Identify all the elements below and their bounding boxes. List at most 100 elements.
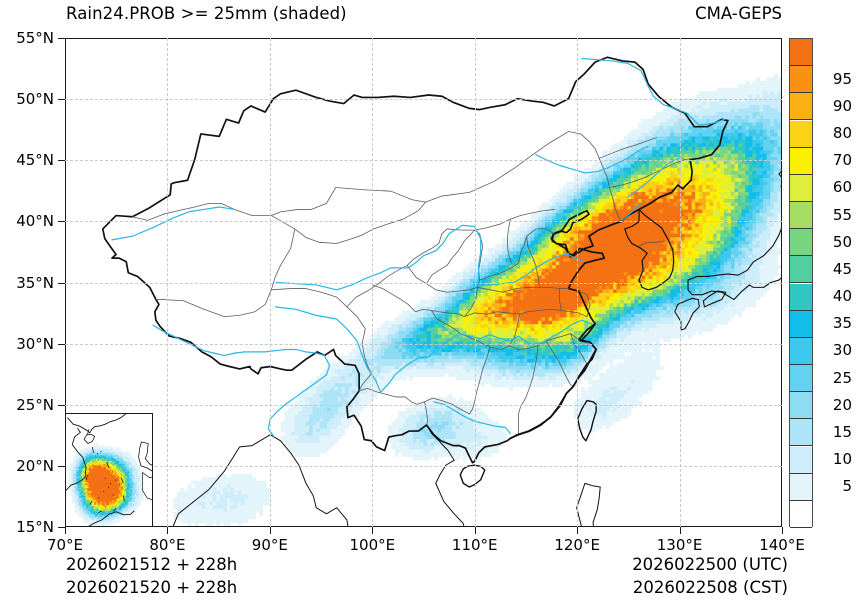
- colorbar-cell: [790, 147, 812, 175]
- latitude-tick: [58, 404, 65, 406]
- kyushu-island: [674, 297, 700, 331]
- longitude-tick: [372, 527, 374, 534]
- colorbar-cell: [790, 174, 812, 202]
- latitude-tick: [58, 160, 65, 162]
- province-border: [469, 346, 491, 415]
- latitude-tick: [58, 99, 65, 101]
- inset-dash-segment: [85, 474, 88, 481]
- inset-south-china-coast: [67, 414, 126, 434]
- colorbar-tick-label: 45: [832, 259, 852, 278]
- graticule-parallel: [65, 221, 782, 223]
- province-border: [568, 131, 622, 223]
- inset-hainan: [83, 433, 96, 445]
- colorbar-cell: [790, 93, 812, 121]
- province-border: [463, 308, 588, 317]
- model-label: CMA-GEPS: [695, 4, 782, 23]
- colorbar-cell: [790, 337, 812, 365]
- colorbar-tick-label: 30: [832, 341, 852, 360]
- latitude-tick: [58, 282, 65, 284]
- province-border: [598, 137, 657, 159]
- river-line: [565, 252, 583, 262]
- colorbar-cell: [790, 473, 812, 501]
- colorbar-cell: [790, 310, 812, 338]
- latitude-tick: [58, 465, 65, 467]
- taiwan-island: [577, 399, 597, 442]
- province-border: [155, 228, 296, 317]
- province-border: [131, 187, 337, 221]
- inset-mindanao-visayas: [142, 471, 152, 501]
- south-china-sea-inset[interactable]: [65, 413, 153, 527]
- latitude-tick: [58, 38, 65, 39]
- latitude-tick-label: 20°N: [16, 456, 54, 475]
- inset-dash-segment: [91, 446, 95, 453]
- province-border: [518, 345, 539, 436]
- longitude-tick: [474, 527, 476, 534]
- colorbar-cell: [790, 446, 812, 474]
- graticule-parallel: [65, 465, 782, 467]
- province-border: [346, 209, 555, 308]
- colorbar[interactable]: [789, 38, 813, 528]
- graticule-parallel: [65, 99, 782, 101]
- latitude-tick-label: 35°N: [16, 273, 54, 292]
- latitude-tick-label: 30°N: [16, 334, 54, 353]
- inset-island-dot: [118, 483, 121, 485]
- colorbar-tick-label: 5: [842, 477, 852, 496]
- colorbar-cell: [790, 419, 812, 447]
- graticule-parallel: [65, 343, 782, 345]
- river-line: [433, 401, 511, 435]
- valid-time-cst: 2026022508 (CST): [632, 578, 788, 597]
- graticule-parallel: [65, 404, 782, 406]
- east-china-coast: [509, 323, 597, 440]
- river-line: [581, 57, 726, 127]
- graticule-meridian: [372, 38, 374, 527]
- longitude-tick-label: 120°E: [554, 536, 600, 554]
- latitude-tick-label: 15°N: [16, 518, 54, 536]
- shikoku-island: [702, 290, 727, 308]
- colorbar-cell: [790, 392, 812, 420]
- inset-island-dot: [109, 483, 111, 485]
- latitude-tick-label: 40°N: [16, 212, 54, 231]
- river-line: [621, 202, 642, 222]
- river-line: [627, 157, 680, 198]
- graticule-meridian: [269, 38, 271, 527]
- init-time-utc: 2026021512 + 228h: [66, 555, 238, 574]
- inset-vector-layer: [66, 414, 152, 526]
- province-border: [270, 201, 426, 244]
- longitude-tick-label: 80°E: [149, 536, 186, 554]
- inset-island-dot: [112, 494, 114, 496]
- init-time-cst: 2026021520 + 228h: [66, 578, 238, 597]
- map-vector-layer: [66, 56, 781, 526]
- colorbar-tick-label: 50: [832, 232, 852, 251]
- latitude-tick-label: 55°N: [16, 29, 54, 47]
- korea-dmz-line: [638, 240, 666, 247]
- colorbar-cell: [790, 39, 812, 67]
- inset-precipitation-shading: [68, 444, 144, 526]
- province-border: [558, 288, 562, 311]
- graticule-meridian: [679, 38, 681, 527]
- colorbar-cell: [790, 229, 812, 257]
- longitude-tick-label: 110°E: [451, 536, 498, 554]
- colorbar-cell: [790, 500, 812, 528]
- longitude-tick-label: 100°E: [349, 536, 396, 554]
- latitude-tick-label: 50°N: [16, 90, 54, 109]
- precipitation-probability-shading: [173, 73, 781, 526]
- longitude-tick: [65, 527, 66, 534]
- inset-borneo-coast: [88, 510, 135, 526]
- colorbar-cell: [790, 66, 812, 94]
- colorbar-tick-label: 35: [832, 314, 852, 333]
- colorbar-tick-label: 10: [832, 450, 852, 469]
- honshu-island: [687, 227, 781, 301]
- latitude-tick-label: 25°N: [16, 395, 54, 414]
- province-border: [479, 235, 528, 281]
- latitude-tick: [58, 527, 65, 528]
- colorbar-tick-label: 15: [832, 422, 852, 441]
- colorbar-tick-label: 20: [832, 395, 852, 414]
- colorbar-tick-label: 25: [832, 368, 852, 387]
- graticule-meridian: [474, 38, 476, 527]
- korean-peninsula: [624, 208, 675, 291]
- inset-indochina-coast: [66, 427, 87, 492]
- longitude-tick-label: 130°E: [656, 536, 703, 554]
- inset-island-dot: [103, 490, 105, 492]
- longitude-tick-label: 140°E: [759, 536, 805, 554]
